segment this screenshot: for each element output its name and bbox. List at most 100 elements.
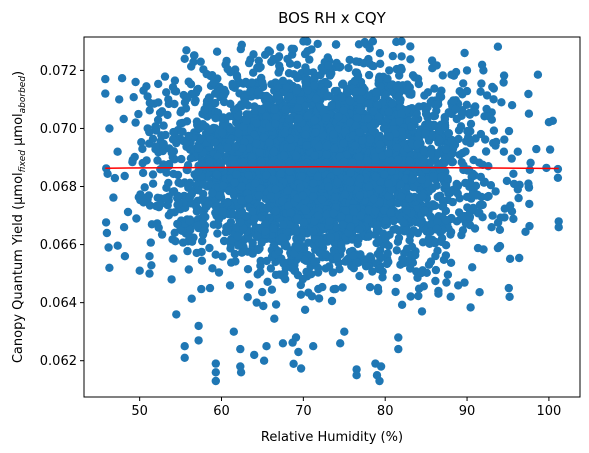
scatter-point — [336, 339, 345, 348]
scatter-point — [307, 292, 317, 301]
scatter-point — [252, 232, 262, 241]
scatter-point — [419, 282, 428, 291]
scatter-point — [197, 256, 207, 265]
scatter-point — [488, 211, 497, 220]
scatter-point — [283, 186, 292, 195]
scatter-point — [236, 368, 246, 377]
scatter-point — [241, 116, 251, 125]
scatter-point — [326, 233, 335, 242]
scatter-point — [532, 144, 541, 154]
scatter-point — [345, 55, 354, 65]
scatter-point — [293, 214, 302, 223]
scatter-point — [434, 100, 443, 109]
scatter-point — [225, 112, 234, 121]
scatter-point — [462, 86, 472, 96]
scatter-point — [183, 93, 192, 103]
scatter-point — [194, 167, 203, 176]
scatter-point — [197, 247, 206, 257]
scatter-point — [259, 301, 268, 311]
scatter-point — [251, 106, 260, 115]
scatter-point — [137, 138, 146, 147]
scatter-point — [468, 263, 477, 272]
scatter-point — [232, 170, 241, 179]
scatter-point — [251, 179, 260, 188]
scatter-point — [335, 63, 344, 72]
scatter-point — [460, 48, 469, 58]
scatter-point — [331, 94, 340, 103]
scatter-point — [323, 91, 333, 100]
scatter-point — [414, 291, 423, 301]
scatter-point — [339, 157, 349, 167]
scatter-point — [120, 171, 129, 181]
scatter-point — [326, 70, 335, 80]
scatter-point — [544, 118, 554, 127]
scatter-point — [453, 189, 462, 198]
scatter-point — [228, 188, 238, 197]
x-tick-label: 80 — [377, 404, 394, 419]
scatter-point — [353, 113, 362, 123]
scatter-point — [310, 258, 319, 267]
scatter-point — [356, 211, 365, 221]
scatter-point — [138, 168, 148, 178]
scatter-point — [410, 115, 419, 125]
scatter-point — [273, 91, 282, 100]
scatter-point — [294, 347, 303, 357]
scatter-point — [364, 91, 373, 100]
scatter-point — [489, 126, 499, 135]
y-tick-label: 0.068 — [40, 180, 77, 195]
scatter-point — [143, 92, 152, 101]
scatter-point — [101, 218, 111, 227]
scatter-point — [431, 265, 441, 275]
scatter-point — [343, 88, 353, 97]
scatter-point — [525, 221, 534, 231]
scatter-point — [177, 154, 186, 164]
scatter-point — [123, 207, 133, 217]
scatter-point — [193, 221, 202, 231]
scatter-point — [371, 172, 380, 182]
scatter-point — [397, 65, 406, 74]
scatter-point — [262, 171, 271, 180]
scatter-point — [218, 181, 228, 190]
scatter-point — [293, 73, 302, 83]
scatter-point — [341, 206, 351, 215]
scatter-point — [162, 183, 171, 192]
scatter-point — [214, 215, 223, 224]
scatter-point — [340, 327, 349, 336]
scatter-point — [430, 111, 440, 121]
scatter-point — [286, 134, 295, 144]
scatter-point — [432, 61, 441, 70]
scatter-point — [337, 212, 346, 221]
scatter-point — [355, 106, 365, 115]
scatter-point — [371, 153, 380, 162]
scatter-point — [329, 208, 338, 218]
scatter-point — [262, 91, 271, 101]
scatter-point — [502, 176, 512, 186]
scatter-point — [381, 234, 390, 243]
scatter-point — [164, 95, 173, 104]
scatter-point — [250, 350, 259, 360]
y-tick-label: 0.072 — [40, 64, 77, 79]
scatter-point — [383, 249, 392, 258]
scatter-point — [283, 54, 292, 64]
scatter-point — [477, 79, 486, 88]
scatter-point — [459, 165, 468, 175]
scatter-point — [545, 145, 555, 154]
scatter-point — [252, 298, 261, 307]
scatter-point — [313, 172, 322, 181]
scatter-point — [462, 192, 472, 202]
scatter-point — [397, 109, 406, 119]
scatter-point — [303, 86, 312, 95]
scatter-point — [280, 241, 290, 250]
scatter-point — [229, 327, 238, 336]
scatter-point — [514, 193, 523, 203]
scatter-point — [267, 285, 277, 294]
scatter-point — [328, 268, 338, 277]
scatter-point — [507, 101, 517, 110]
scatter-point — [171, 237, 180, 246]
scatter-point — [278, 233, 287, 242]
scatter-point — [419, 155, 428, 164]
scatter-point — [275, 270, 284, 279]
scatter-point — [346, 168, 355, 177]
scatter-point — [231, 257, 240, 266]
